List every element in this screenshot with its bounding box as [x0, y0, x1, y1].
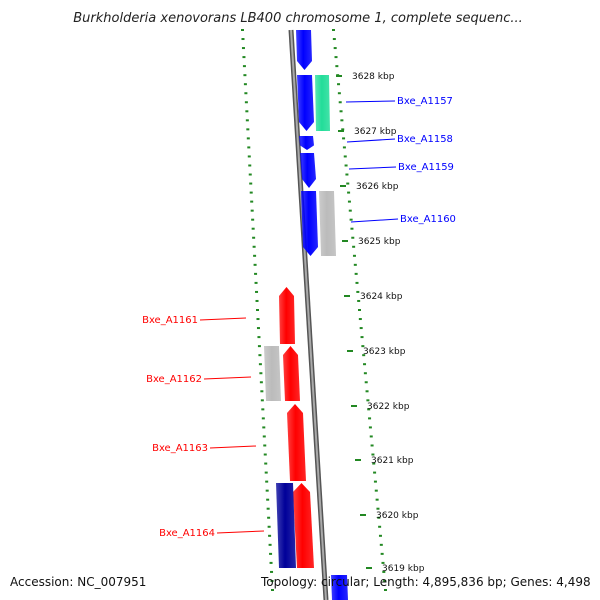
gene-label-bxe-a1157[interactable]: Bxe_A1157: [397, 96, 453, 107]
gene-feature-bxe-a1159[interactable]: [300, 153, 316, 188]
gene-feature-bxe-a1158[interactable]: [299, 136, 314, 150]
gene-leader-line: [346, 138, 396, 143]
kbp-tick-label: 3622 kbp: [367, 402, 410, 412]
gene-leader-line: [216, 530, 265, 534]
gene-leader-line: [203, 376, 252, 380]
gene-label-bxe-a1159[interactable]: Bxe_A1159: [398, 162, 454, 173]
dotted-rulers: [241, 29, 387, 591]
gene-leader-line: [350, 218, 399, 223]
gene-leader-line: [209, 445, 257, 449]
kbp-tick-label: 3627 kbp: [354, 127, 397, 137]
gene-labels: Bxe_A1157 Bxe_A1158 Bxe_A1159 Bxe_A1160 Bxe_…: [142, 96, 456, 539]
gene-feature-bxe-a1163[interactable]: [287, 404, 306, 481]
left-outer-ruler: [241, 29, 274, 591]
kbp-tick-label: 3620 kbp: [376, 511, 419, 521]
map-title: Burkholderia xenovorans LB400 chromosome…: [73, 11, 523, 26]
cds-feature-gray-a1160[interactable]: [319, 191, 336, 256]
gene-feature-bxe-a1160[interactable]: [301, 191, 318, 256]
cds-feature-gray-a1162[interactable]: [264, 346, 281, 401]
kbp-ruler-ticks: 3628 kbp 3627 kbp 3626 kbp 3625 kbp 3624 kbp…: [336, 72, 425, 574]
kbp-tick-label: 3624 kbp: [360, 292, 403, 302]
gene-label-bxe-a1160[interactable]: Bxe_A1160: [400, 214, 456, 225]
kbp-tick-label: 3626 kbp: [356, 182, 399, 192]
accession-text: Accession: NC_007951: [10, 575, 146, 589]
rna-feature-teal[interactable]: [315, 75, 330, 131]
gene-feature-bxe-a1164[interactable]: [293, 483, 314, 568]
chromosome-backbone-highlight: [290, 29, 327, 600]
feature-track: [264, 30, 348, 600]
gene-leader-line: [345, 100, 396, 103]
gene-label-bxe-a1158[interactable]: Bxe_A1158: [397, 134, 453, 145]
cds-feature-navy-a1164[interactable]: [276, 483, 296, 568]
topology-text: Topology: circular; Length: 4,895,836 bp…: [260, 575, 591, 589]
gene-label-bxe-a1161[interactable]: Bxe_A1161: [142, 315, 198, 326]
gene-feature-bxe-a1161[interactable]: [279, 287, 295, 344]
gene-label-bxe-a1163[interactable]: Bxe_A1163: [152, 443, 208, 454]
gene-label-bxe-a1162[interactable]: Bxe_A1162: [146, 374, 202, 385]
kbp-tick-label: 3625 kbp: [358, 237, 401, 247]
kbp-tick-label: 3623 kbp: [363, 347, 406, 357]
gene-feature-bxe-a1162[interactable]: [283, 346, 300, 401]
gene-feature-partial-bottom[interactable]: [331, 575, 348, 600]
gene-leader-line: [199, 317, 247, 321]
kbp-tick-label: 3619 kbp: [382, 564, 425, 574]
kbp-tick-label: 3621 kbp: [371, 456, 414, 466]
gene-feature-partial-top[interactable]: [296, 30, 312, 70]
right-outer-ruler: [332, 29, 387, 591]
gene-label-bxe-a1164[interactable]: Bxe_A1164: [159, 528, 215, 539]
gene-leader-line: [348, 166, 397, 170]
gene-feature-bxe-a1157[interactable]: [297, 75, 314, 131]
kbp-tick-label: 3628 kbp: [352, 72, 395, 82]
